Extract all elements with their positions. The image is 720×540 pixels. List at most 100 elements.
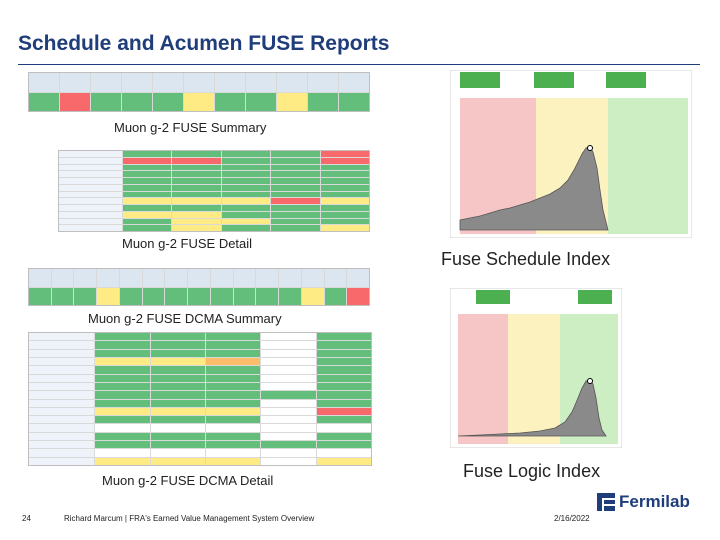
table-cell (316, 441, 371, 449)
table-cell (316, 391, 371, 399)
table-cell (205, 382, 261, 391)
table-cell (271, 151, 320, 157)
fermilab-logo-icon (596, 492, 616, 512)
table-cell (308, 92, 338, 111)
table-cell (205, 432, 261, 441)
table-cell (59, 225, 122, 231)
table-cell (142, 269, 165, 287)
slide-title: Schedule and Acumen FUSE Reports (18, 32, 390, 55)
table-cell (74, 269, 97, 287)
table-cell (59, 157, 122, 164)
table-cell (261, 449, 316, 457)
table-cell (261, 432, 316, 441)
table-cell (271, 164, 320, 171)
table-cell (172, 218, 221, 225)
table-cell (271, 198, 320, 204)
table-cell (95, 391, 150, 399)
table-cell (59, 211, 122, 218)
table-cell (122, 157, 172, 164)
table-cell (172, 157, 221, 164)
table-cell (261, 357, 316, 366)
table-cell (279, 287, 301, 305)
green-band (608, 98, 688, 234)
table-cell (301, 287, 324, 305)
fermilab-logo-text: Fermilab (619, 492, 690, 511)
table-cell (122, 178, 172, 184)
logic-index-caption: Fuse Logic Index (463, 461, 601, 481)
dcma-summary-table (28, 268, 370, 306)
table-cell (271, 225, 320, 231)
table-cell (320, 198, 369, 204)
table-cell (172, 191, 221, 198)
table-cell (205, 341, 261, 349)
table-cell (172, 184, 221, 191)
table-cell (172, 211, 221, 218)
table-cell (233, 287, 256, 305)
table-cell (316, 416, 371, 424)
table-cell (205, 374, 261, 382)
current-marker (587, 145, 593, 151)
table-cell (172, 205, 221, 211)
table-cell (205, 441, 261, 449)
table-cell (29, 349, 95, 357)
footer-date: 2/16/2022 (554, 514, 590, 523)
table-cell (172, 198, 221, 204)
table-cell (150, 349, 205, 357)
page-number: 24 (22, 514, 31, 523)
table-cell (97, 269, 119, 287)
fuse-summary-caption: Muon g-2 FUSE Summary (114, 120, 267, 135)
table-cell (316, 374, 371, 382)
table-cell (95, 349, 150, 357)
table-cell (320, 171, 369, 177)
table-cell (205, 391, 261, 399)
table-cell (60, 73, 90, 92)
table-cell (122, 164, 172, 171)
table-cell (95, 333, 150, 341)
table-cell (122, 211, 172, 218)
table-cell (221, 205, 271, 211)
table-cell (29, 287, 51, 305)
table-cell (119, 287, 142, 305)
table-cell (308, 73, 338, 92)
table-cell (261, 366, 316, 374)
table-cell (215, 73, 245, 92)
table-cell (95, 449, 150, 457)
table-cell (316, 449, 371, 457)
table-cell (210, 287, 233, 305)
table-cell (59, 191, 122, 198)
table-cell (256, 269, 279, 287)
red-band (458, 314, 508, 444)
table-cell (150, 333, 205, 341)
table-cell (122, 225, 172, 231)
table-cell (153, 73, 183, 92)
table-cell (271, 171, 320, 177)
table-cell (320, 164, 369, 171)
table-cell (150, 407, 205, 416)
table-cell (347, 287, 369, 305)
table-cell (95, 424, 150, 432)
table-cell (261, 333, 316, 341)
table-cell (29, 449, 95, 457)
table-cell (150, 374, 205, 382)
table-cell (188, 287, 210, 305)
table-cell (29, 424, 95, 432)
table-cell (122, 198, 172, 204)
dcma-summary-caption: Muon g-2 FUSE DCMA Summary (88, 311, 282, 326)
table-cell (150, 449, 205, 457)
table-cell (221, 225, 271, 231)
table-cell (153, 92, 183, 111)
table-cell (150, 366, 205, 374)
table-cell (29, 441, 95, 449)
table-cell (320, 178, 369, 184)
table-cell (60, 92, 90, 111)
table-cell (233, 269, 256, 287)
table-cell (261, 382, 316, 391)
table-cell (150, 432, 205, 441)
table-cell (277, 92, 307, 111)
table-cell (91, 73, 121, 92)
table-cell (150, 424, 205, 432)
table-cell (261, 349, 316, 357)
table-cell (59, 178, 122, 184)
table-cell (122, 184, 172, 191)
table-cell (205, 399, 261, 407)
